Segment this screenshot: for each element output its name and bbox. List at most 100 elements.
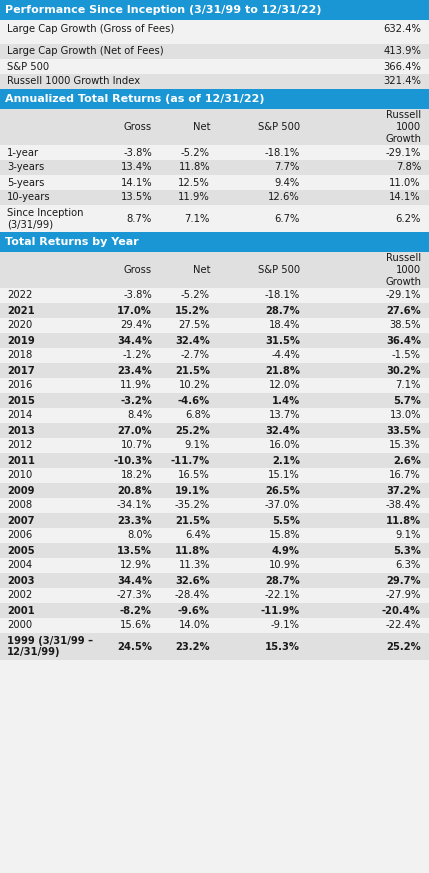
Text: -29.1%: -29.1% (386, 291, 421, 300)
Text: 321.4%: 321.4% (383, 77, 421, 86)
Text: Russell 1000 Growth Index: Russell 1000 Growth Index (7, 77, 140, 86)
Text: 2015: 2015 (7, 395, 35, 405)
Text: Large Cap Growth (Net of Fees): Large Cap Growth (Net of Fees) (7, 46, 163, 57)
Text: -9.6%: -9.6% (178, 606, 210, 615)
Bar (0, 20, 429, 39)
Text: 4.9%: 4.9% (272, 546, 300, 555)
Bar (0, 145, 429, 160)
Text: 27.0%: 27.0% (118, 425, 152, 436)
Text: -29.1%: -29.1% (386, 148, 421, 157)
Text: -22.1%: -22.1% (265, 590, 300, 601)
Text: -34.1%: -34.1% (117, 500, 152, 511)
Text: 19.1%: 19.1% (175, 485, 210, 496)
Text: S&P 500: S&P 500 (258, 265, 300, 275)
Text: 20.8%: 20.8% (117, 485, 152, 496)
Bar (0, 288, 429, 303)
Text: 18.4%: 18.4% (269, 320, 300, 331)
Text: 2022: 2022 (7, 291, 32, 300)
Text: 7.8%: 7.8% (396, 162, 421, 173)
Text: 21.5%: 21.5% (175, 366, 210, 375)
Text: 23.4%: 23.4% (117, 366, 152, 375)
Text: 31.5%: 31.5% (265, 335, 300, 346)
Text: 12.9%: 12.9% (120, 560, 152, 570)
Bar (0, 303, 429, 318)
Text: 23.3%: 23.3% (118, 515, 152, 526)
Text: 12.6%: 12.6% (268, 193, 300, 203)
Text: -3.8%: -3.8% (123, 148, 152, 157)
Text: 24.5%: 24.5% (117, 642, 152, 651)
Text: Gross: Gross (124, 122, 152, 132)
Text: -4.6%: -4.6% (178, 395, 210, 405)
Bar (0, 44, 429, 59)
Text: 2006: 2006 (7, 531, 32, 540)
Text: 13.4%: 13.4% (121, 162, 152, 173)
Bar (0, 618, 429, 633)
Bar (0, 232, 429, 252)
Text: -5.2%: -5.2% (181, 148, 210, 157)
Text: 12.5%: 12.5% (178, 177, 210, 188)
Text: 6.3%: 6.3% (396, 560, 421, 570)
Text: -37.0%: -37.0% (265, 500, 300, 511)
Text: -3.8%: -3.8% (123, 291, 152, 300)
Text: 2002: 2002 (7, 590, 32, 601)
Text: 6.8%: 6.8% (185, 410, 210, 421)
Text: 7.1%: 7.1% (184, 214, 210, 223)
Text: Annualized Total Returns (as of 12/31/22): Annualized Total Returns (as of 12/31/22… (5, 94, 265, 104)
Text: 15.3%: 15.3% (265, 642, 300, 651)
Text: 17.0%: 17.0% (117, 306, 152, 315)
Bar (0, 483, 429, 498)
Bar (0, 603, 429, 618)
Text: 10.7%: 10.7% (121, 441, 152, 450)
Text: 2018: 2018 (7, 350, 32, 361)
Bar (0, 59, 429, 74)
Text: -4.4%: -4.4% (271, 350, 300, 361)
Text: 3-years: 3-years (7, 162, 44, 173)
Text: 32.4%: 32.4% (175, 335, 210, 346)
Text: Gross: Gross (124, 265, 152, 275)
Text: 16.0%: 16.0% (269, 441, 300, 450)
Text: Net: Net (193, 122, 210, 132)
Text: 7.1%: 7.1% (396, 381, 421, 390)
Text: -35.2%: -35.2% (175, 500, 210, 511)
Bar (0, 175, 429, 190)
Bar (0, 558, 429, 573)
Text: 13.0%: 13.0% (390, 410, 421, 421)
Text: 2014: 2014 (7, 410, 32, 421)
Bar (0, 252, 429, 288)
Text: 16.7%: 16.7% (389, 471, 421, 480)
Text: 5.3%: 5.3% (393, 546, 421, 555)
Bar (0, 423, 429, 438)
Bar (0, 573, 429, 588)
Text: 11.9%: 11.9% (120, 381, 152, 390)
Text: 5.7%: 5.7% (393, 395, 421, 405)
Text: 34.4%: 34.4% (117, 335, 152, 346)
Bar (0, 205, 429, 232)
Text: S&P 500: S&P 500 (7, 61, 49, 72)
Text: S&P 500: S&P 500 (258, 122, 300, 132)
Text: 2007: 2007 (7, 515, 34, 526)
Text: 2.1%: 2.1% (272, 456, 300, 465)
Text: 2000: 2000 (7, 621, 32, 630)
Text: 15.8%: 15.8% (269, 531, 300, 540)
Text: -2.7%: -2.7% (181, 350, 210, 361)
Text: Performance Since Inception (3/31/99 to 12/31/22): Performance Since Inception (3/31/99 to … (5, 5, 321, 15)
Text: 2010: 2010 (7, 471, 32, 480)
Text: 33.5%: 33.5% (386, 425, 421, 436)
Text: 1.4%: 1.4% (272, 395, 300, 405)
Text: Russell
1000
Growth: Russell 1000 Growth (385, 110, 421, 143)
Text: 2001: 2001 (7, 606, 35, 615)
Text: 8.4%: 8.4% (127, 410, 152, 421)
Text: -11.9%: -11.9% (261, 606, 300, 615)
Text: 6.2%: 6.2% (396, 214, 421, 223)
Text: -11.7%: -11.7% (171, 456, 210, 465)
Text: 2017: 2017 (7, 366, 35, 375)
Text: 14.1%: 14.1% (121, 177, 152, 188)
Text: 2016: 2016 (7, 381, 32, 390)
Text: 38.5%: 38.5% (390, 320, 421, 331)
Text: 18.2%: 18.2% (121, 471, 152, 480)
Text: Russell
1000
Growth: Russell 1000 Growth (385, 253, 421, 286)
Bar (0, 543, 429, 558)
Text: 27.5%: 27.5% (178, 320, 210, 331)
Text: 8.7%: 8.7% (127, 214, 152, 223)
Text: 29.4%: 29.4% (121, 320, 152, 331)
